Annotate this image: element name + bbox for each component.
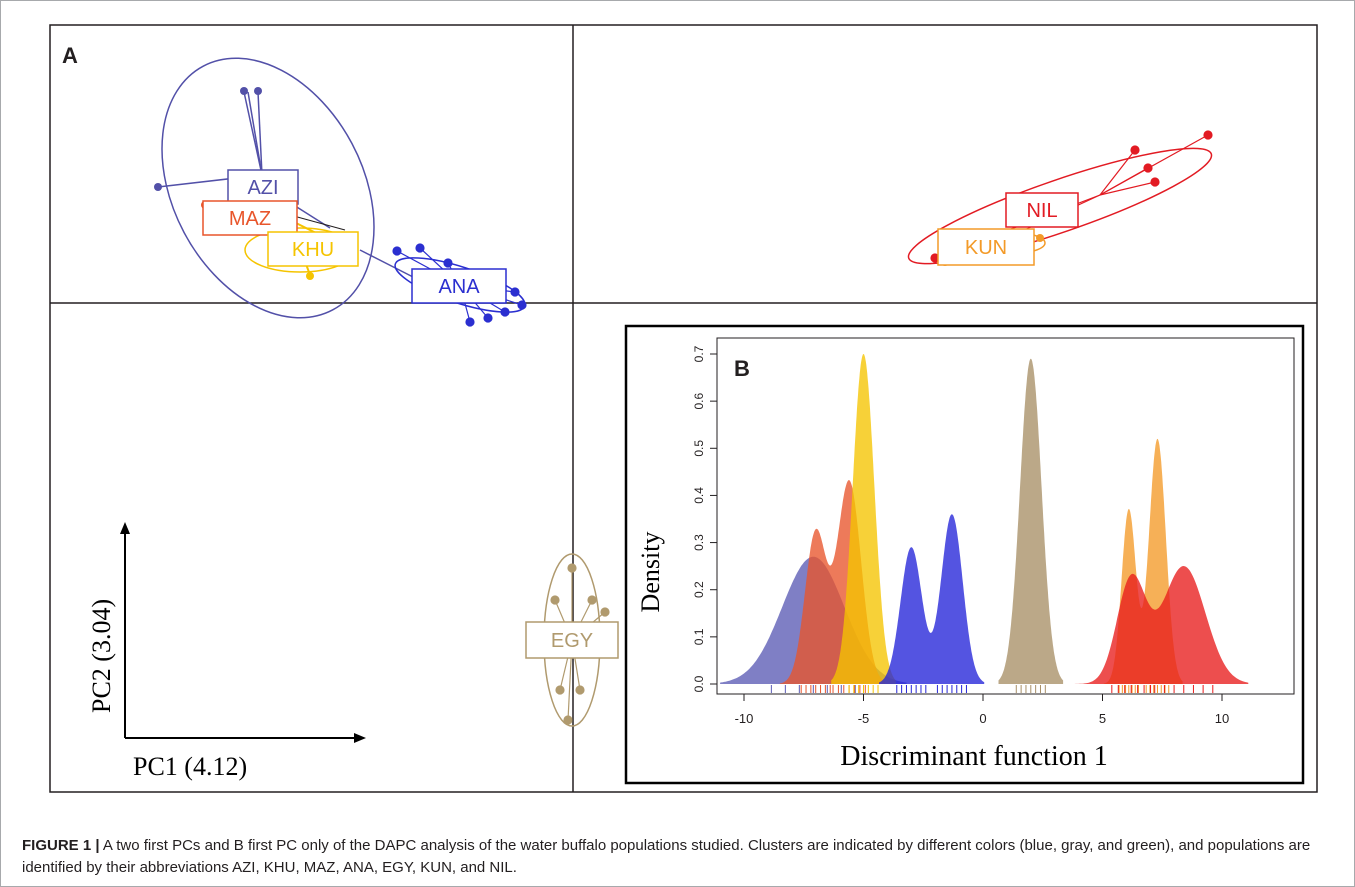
egy-point [555, 685, 565, 695]
label-khu-box [267, 231, 359, 267]
y-tick-label: 0.1 [692, 628, 706, 645]
label-egy-box [525, 621, 619, 659]
egy-point [567, 563, 577, 573]
ana-point [510, 287, 520, 297]
panel-b-label: B [734, 356, 750, 381]
khu-maz-spoke [289, 214, 346, 231]
panel-a-label: A [62, 43, 78, 68]
label-ana: ANA [411, 268, 507, 304]
x-tick-label: -5 [858, 711, 870, 726]
x-tick-label: 5 [1099, 711, 1106, 726]
label-nil: NIL [1005, 192, 1079, 228]
pc2-axis-label: PC2 (3.04) [87, 599, 116, 713]
nil-point [1130, 145, 1140, 155]
label-nil-text: NIL [1026, 200, 1057, 222]
nil-point [1150, 177, 1160, 187]
egy-point [563, 715, 573, 725]
nil-point [1143, 163, 1153, 173]
rug-layer [770, 685, 1214, 693]
label-egy: EGY [525, 621, 619, 659]
label-khu-text: KHU [292, 239, 334, 261]
nil-point [1203, 130, 1213, 140]
density-series-6 [1066, 566, 1249, 684]
azi-point [240, 87, 248, 95]
ana-point [517, 300, 527, 310]
azi-ellipse [161, 57, 375, 319]
density-series-2 [831, 354, 896, 684]
label-ana-text: ANA [438, 276, 480, 298]
label-azi: AZI [227, 169, 299, 205]
azi-spoke [257, 91, 263, 176]
y-tick-label: 0.2 [692, 581, 706, 598]
y-tick-label: 0.5 [692, 440, 706, 457]
ana-point [465, 317, 475, 327]
azi-point [254, 87, 262, 95]
egy-point [600, 607, 610, 617]
y-tick-label: 0.3 [692, 534, 706, 551]
label-maz-box [202, 200, 298, 236]
label-azi-text: AZI [247, 177, 278, 199]
ana-point [415, 243, 425, 253]
ana-point [392, 246, 402, 256]
axis-layer: -10 -5 0 5 10 0.0 0.1 0.2 0.3 0.4 0.5 0.6 0.7 [692, 345, 1229, 726]
density-series-4 [998, 358, 1064, 684]
x-axis-title: Discriminant function 1 [840, 741, 1108, 772]
density-layer [720, 354, 1249, 684]
label-maz-text: MAZ [229, 208, 271, 230]
ana-point [483, 313, 493, 323]
label-khu: KHU [267, 231, 359, 267]
label-kun: KUN [937, 228, 1035, 266]
label-egy-text: EGY [551, 630, 593, 652]
khu-point [306, 272, 314, 280]
y-tick-label: 0.0 [692, 675, 706, 692]
label-maz: MAZ [202, 200, 298, 236]
pc2-arrowhead [120, 522, 130, 534]
pc-axes: PC1 (4.12) PC2 (3.04) [87, 522, 366, 781]
label-ana-box [411, 268, 507, 304]
azi-spoke [247, 91, 263, 176]
density-series-3 [879, 514, 985, 684]
x-tick-label: -10 [735, 711, 754, 726]
azi-ana-link [359, 249, 416, 279]
label-kun-text: KUN [965, 237, 1007, 259]
ana-point [443, 258, 453, 268]
x-tick-label: 0 [979, 711, 986, 726]
y-axis-title: Density [636, 532, 665, 613]
y-tick-label: 0.7 [692, 345, 706, 362]
azi-point [154, 183, 162, 191]
pc1-arrowhead [354, 733, 366, 743]
egy-point [575, 685, 585, 695]
kun-point [1036, 234, 1044, 242]
egy-point [550, 595, 560, 605]
figure-caption: FIGURE 1 | A two first PCs and B first P… [22, 835, 1312, 879]
label-nil-box [1005, 192, 1079, 228]
caption-text: A two first PCs and B first PC only of t… [22, 837, 1311, 876]
pc1-axis-label: PC1 (4.12) [133, 752, 247, 781]
x-tick-label: 10 [1215, 711, 1229, 726]
label-kun-box [937, 228, 1035, 266]
ana-point [500, 307, 510, 317]
y-tick-label: 0.6 [692, 392, 706, 409]
y-tick-label: 0.4 [692, 487, 706, 504]
egy-point [587, 595, 597, 605]
panel-a-box [49, 24, 1318, 793]
caption-prefix: FIGURE 1 | [22, 837, 100, 854]
panel-b-outer-box [624, 324, 1305, 785]
nil-ellipse [907, 147, 1213, 265]
